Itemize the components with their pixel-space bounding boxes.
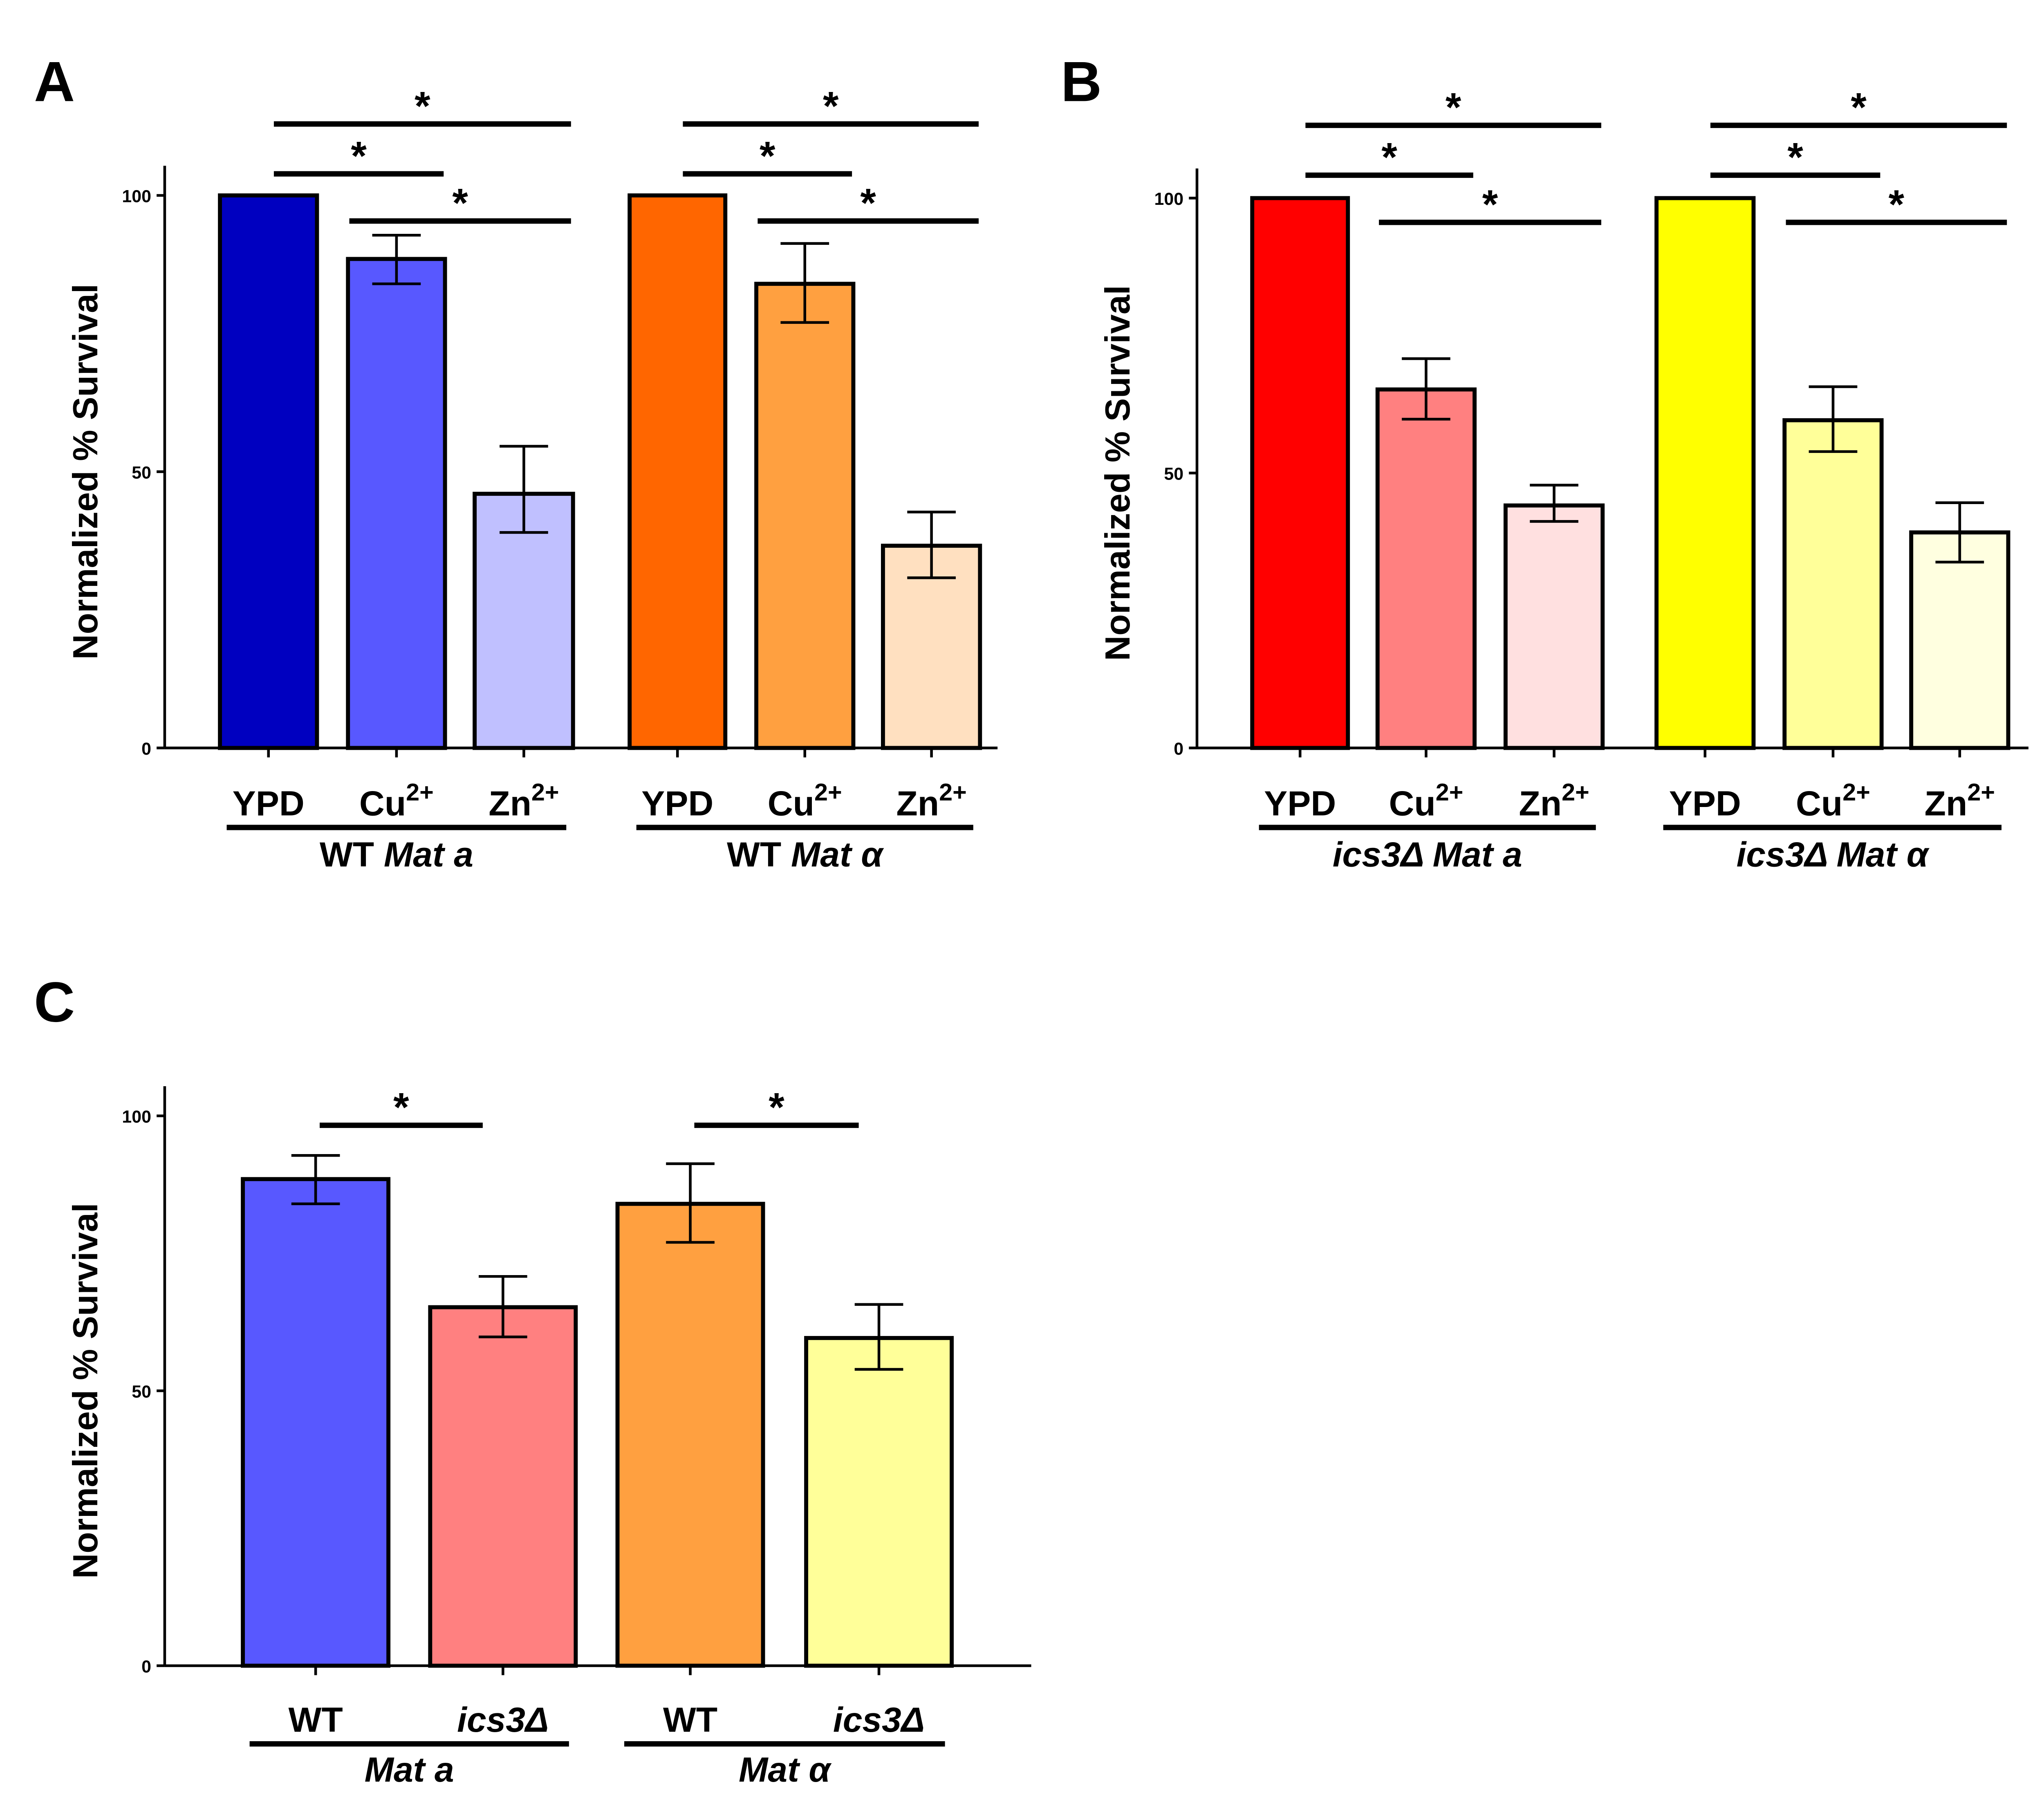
- bar: [881, 543, 982, 750]
- group-label: ics3Δ Mat α: [1737, 835, 1930, 874]
- x-tick-label: Zn2+: [896, 778, 966, 823]
- x-tick-label: YPD: [233, 784, 305, 823]
- y-tick-label: 0: [1174, 739, 1183, 759]
- bar: [428, 1305, 578, 1668]
- x-tick-label: ics3Δ: [457, 1700, 549, 1740]
- bar: [615, 1202, 765, 1668]
- group-label: WT Mat α: [727, 835, 884, 874]
- bar: [218, 193, 319, 750]
- bar: [804, 1336, 954, 1668]
- y-tick-label: 0: [141, 1657, 151, 1677]
- significance-star: *: [351, 133, 367, 178]
- x-tick-label: WT: [288, 1700, 343, 1740]
- x-tick-label: Zn2+: [1925, 778, 1995, 823]
- x-tick-label: ics3Δ: [833, 1700, 925, 1740]
- y-tick-label: 100: [122, 1107, 151, 1127]
- bar: [1503, 503, 1605, 750]
- y-tick-label: 100: [1154, 189, 1183, 209]
- x-tick-label: YPD: [1669, 784, 1741, 823]
- significance-star: *: [769, 1085, 784, 1130]
- y-tick-label: 100: [122, 186, 151, 206]
- x-tick-label: Zn2+: [489, 778, 559, 823]
- x-tick-label: WT: [663, 1700, 717, 1740]
- y-tick-label: 50: [1164, 464, 1183, 484]
- y-tick-label: 50: [132, 1382, 151, 1401]
- x-tick-label: Cu2+: [359, 778, 434, 823]
- significance-star: *: [860, 180, 876, 226]
- x-tick-label: Cu2+: [1389, 778, 1463, 823]
- y-axis-label: Normalized % Survival: [66, 1203, 105, 1578]
- y-tick-label: 0: [141, 739, 151, 759]
- bar: [1909, 530, 2010, 750]
- x-tick-label: Zn2+: [1519, 778, 1589, 823]
- bar: [1250, 196, 1350, 750]
- panel-label-c: C: [34, 971, 75, 1034]
- bar: [1654, 196, 1756, 750]
- x-tick-label: Cu2+: [768, 778, 842, 823]
- bar: [628, 193, 728, 750]
- panel-label-a: A: [34, 50, 75, 113]
- significance-star: *: [1851, 85, 1867, 130]
- bar: [1375, 387, 1477, 750]
- x-tick-label: YPD: [1264, 784, 1336, 823]
- panel-label-b: B: [1061, 50, 1102, 113]
- y-axis-label: Normalized % Survival: [1098, 285, 1137, 661]
- x-tick-label: YPD: [641, 784, 713, 823]
- significance-star: *: [1381, 135, 1397, 180]
- group-label: WT Mat a: [320, 835, 473, 874]
- x-tick-label: Cu2+: [1796, 778, 1870, 823]
- significance-star: *: [415, 83, 430, 128]
- group-label: Mat a: [365, 1750, 454, 1789]
- group-label: Mat α: [739, 1750, 832, 1789]
- significance-star: *: [452, 180, 468, 226]
- y-tick-label: 50: [132, 463, 151, 482]
- panel-a: 0 50 100 Normalized % Survival YPD Cu2+ Zn2+ WT…: [66, 83, 998, 874]
- bar: [241, 1177, 391, 1668]
- bar: [1782, 418, 1884, 750]
- bar: [754, 282, 856, 750]
- group-label: ics3Δ Mat a: [1333, 835, 1522, 874]
- significance-star: *: [1889, 182, 1905, 227]
- y-axis-label: Normalized % Survival: [66, 284, 105, 659]
- bar: [346, 257, 447, 750]
- significance-star: *: [393, 1085, 409, 1130]
- panel-b: 0 50 100 Normalized % Survival YPD Cu2+ Zn2+ ic…: [1098, 85, 2028, 874]
- significance-star: *: [1482, 182, 1498, 227]
- significance-star: *: [760, 133, 775, 178]
- significance-star: *: [823, 83, 839, 128]
- significance-star: *: [1787, 135, 1803, 180]
- significance-star: *: [1446, 85, 1461, 130]
